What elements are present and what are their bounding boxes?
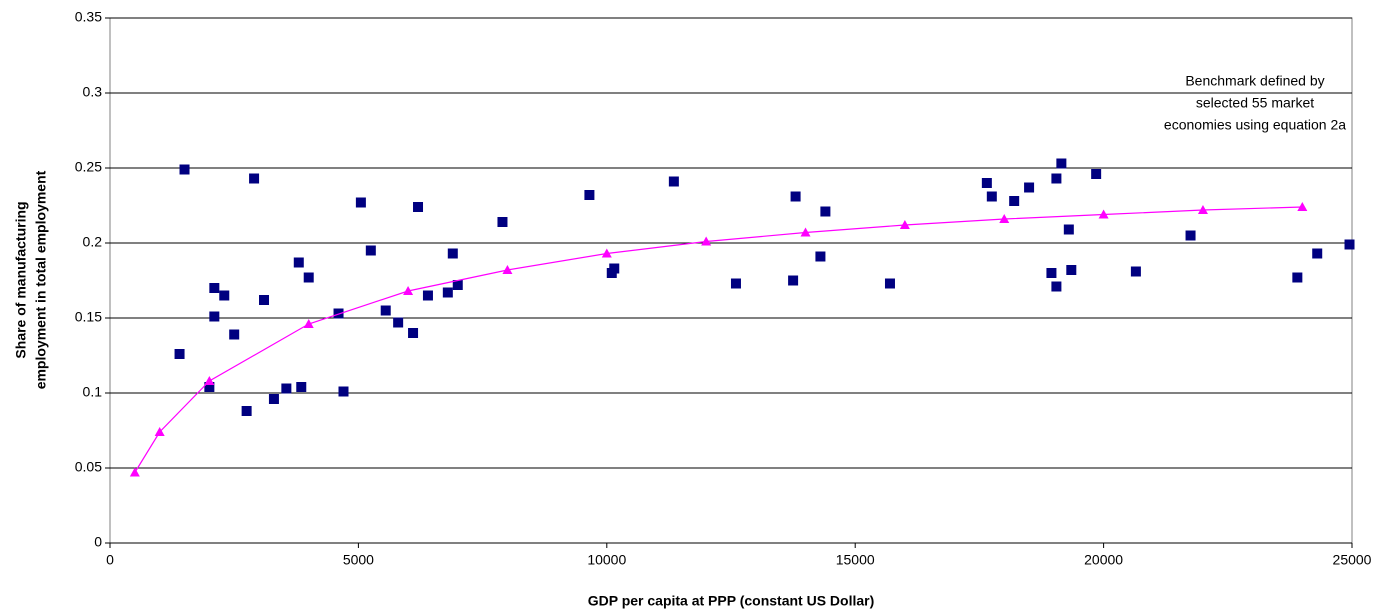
scatter-point — [249, 173, 260, 184]
x-axis-label: GDP per capita at PPP (constant US Dolla… — [588, 593, 875, 609]
scatter-point — [209, 283, 220, 293]
scatter-point — [296, 382, 307, 392]
scatter-point — [422, 290, 433, 301]
scatter-point — [268, 394, 279, 404]
scatter-point — [1056, 158, 1067, 169]
scatter-point — [408, 328, 419, 338]
scatter-point — [668, 176, 679, 187]
benchmark-marker — [1297, 202, 1308, 211]
y-tick-label: 0.15 — [75, 309, 102, 325]
y-tick-label: 0.1 — [83, 384, 103, 400]
x-tick-label: 15000 — [836, 552, 875, 568]
benchmark-marker — [502, 265, 513, 274]
x-tick-label: 20000 — [1084, 552, 1123, 568]
scatter-point — [174, 349, 185, 359]
annotation: economies using equation 2a — [1164, 117, 1346, 133]
scatter-point — [338, 386, 349, 397]
benchmark-marker — [999, 214, 1010, 223]
scatter-point — [790, 191, 801, 202]
scatter-point — [986, 191, 997, 202]
scatter-point — [229, 329, 240, 340]
scatter-point — [1051, 173, 1062, 184]
y-axis-label: Share of manufacturing — [13, 201, 29, 358]
scatter-point — [204, 382, 215, 392]
scatter-point — [1091, 169, 1102, 179]
scatter-point — [393, 317, 404, 328]
benchmark-marker — [403, 286, 414, 295]
scatter-point — [981, 178, 992, 188]
scatter-point — [303, 272, 314, 283]
scatter-point — [259, 295, 270, 305]
scatter-point — [1009, 196, 1020, 206]
scatter-point — [1185, 230, 1196, 241]
y-tick-label: 0.25 — [75, 159, 102, 175]
scatter-point — [365, 245, 376, 256]
scatter-point — [1344, 239, 1355, 250]
benchmark-marker — [1098, 209, 1109, 219]
scatter-point — [815, 251, 826, 262]
scatter-point — [730, 278, 741, 289]
scatter-point — [820, 206, 831, 217]
scatter-point — [1046, 268, 1057, 278]
scatter-point — [1292, 272, 1303, 283]
y-tick-label: 0 — [94, 534, 102, 550]
scatter-point — [1312, 248, 1323, 259]
scatter-point — [442, 287, 453, 298]
scatter-point — [1051, 281, 1062, 292]
x-tick-label: 10000 — [587, 552, 626, 568]
x-tick-label: 0 — [106, 552, 114, 568]
scatter-point — [1066, 265, 1077, 275]
scatter-point — [447, 248, 458, 259]
scatter-point — [179, 164, 190, 175]
y-tick-label: 0.3 — [83, 84, 103, 100]
benchmark-line — [134, 206, 1303, 473]
scatter-point — [281, 383, 292, 394]
scatter-point — [497, 217, 508, 227]
y-tick-label: 0.35 — [75, 9, 102, 25]
benchmark-marker — [601, 248, 612, 258]
benchmark-marker — [303, 319, 314, 328]
benchmark-marker — [1197, 205, 1208, 214]
x-tick-label: 25000 — [1333, 552, 1372, 568]
scatter-point — [1024, 182, 1035, 193]
scatter-point — [241, 406, 252, 416]
y-axis-label: employment in total employment — [33, 170, 49, 389]
annotation: Benchmark defined by — [1185, 73, 1324, 89]
scatter-point — [355, 197, 366, 208]
scatter-point — [380, 305, 391, 316]
scatter-point — [209, 311, 220, 322]
scatter-point — [609, 263, 620, 274]
y-tick-label: 0.2 — [83, 234, 103, 250]
scatter-point — [1130, 266, 1141, 277]
scatter-point — [219, 290, 230, 301]
benchmark-marker — [129, 467, 140, 477]
scatter-point — [884, 278, 895, 289]
benchmark-marker — [701, 236, 712, 246]
scatter-point — [788, 275, 799, 286]
y-tick-label: 0.05 — [75, 459, 102, 475]
x-tick-label: 5000 — [343, 552, 374, 568]
benchmark-marker — [204, 376, 215, 385]
scatter-point — [1063, 224, 1074, 235]
scatter-point — [584, 190, 595, 200]
benchmark-marker — [899, 220, 910, 229]
scatter-point — [413, 202, 424, 212]
benchmark-marker — [800, 227, 811, 237]
scatter-point — [293, 257, 304, 268]
annotation: selected 55 market — [1196, 95, 1314, 111]
benchmark-marker — [154, 427, 165, 436]
scatter-point — [452, 280, 463, 290]
